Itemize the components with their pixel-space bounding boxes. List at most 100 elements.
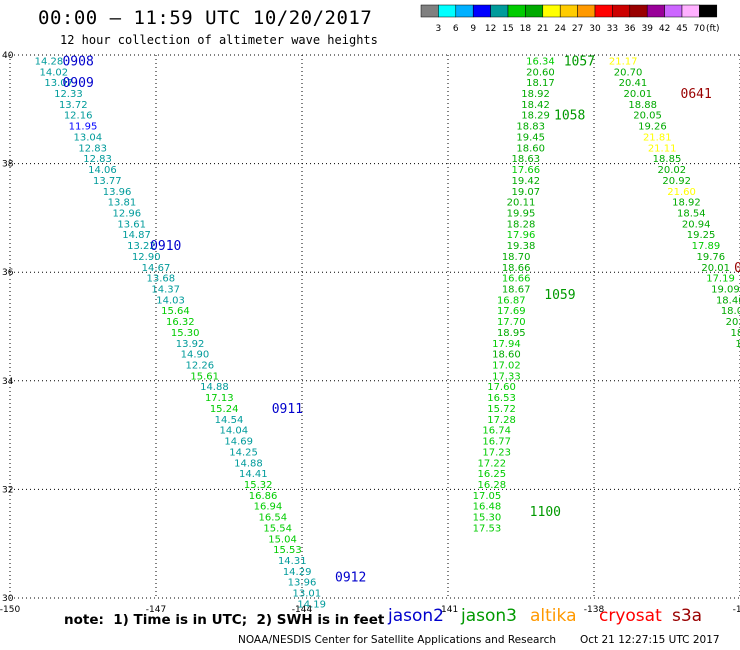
swh-point: 17.02 (492, 361, 521, 372)
swh-point: 18.92 (521, 89, 550, 100)
swh-point: 18.28 (507, 219, 536, 230)
swh-point: 13.01 (293, 589, 322, 600)
swh-point: 20.60 (526, 67, 555, 78)
chart-title: 00:00 – 11:59 UTC 10/20/2017 (38, 7, 373, 29)
colorbar-swatch (559, 4, 578, 18)
swh-point: 16.86 (249, 491, 278, 502)
colorbar-label: 30 (589, 24, 601, 34)
swh-point: 13.96 (288, 578, 317, 589)
y-tick-label: 38 (2, 160, 14, 170)
time-label: 1059 (544, 288, 575, 303)
mission-legend-altika: altika (530, 606, 577, 626)
swh-point: 17.53 (473, 523, 502, 534)
swh-point: 18.54 (677, 208, 706, 219)
swh-point: 14.02 (39, 67, 68, 78)
swh-point: 15.53 (273, 545, 302, 556)
swh-point: 18.42 (521, 100, 550, 111)
x-tick-label: -150 (0, 605, 20, 615)
colorbar-label: 33 (607, 24, 618, 34)
swh-point: 20.01 (623, 89, 652, 100)
swh-point: 19.25 (687, 230, 716, 241)
mission-legend-jason3: jason3 (461, 606, 517, 626)
colorbar-swatch (438, 4, 457, 18)
swh-point: 16.94 (254, 502, 283, 513)
swh-point: 18.88 (628, 100, 657, 111)
x-tick-label: -138 (584, 605, 605, 615)
footer-timestamp: Oct 21 12:27:15 UTC 2017 (580, 634, 720, 646)
colorbar-unit: (ft) (706, 24, 720, 34)
swh-point: 17.66 (512, 165, 541, 176)
swh-point: 18.29 (521, 111, 550, 122)
swh-point: 17.33 (492, 371, 521, 382)
swh-point: 17.19 (706, 274, 735, 285)
swh-point: 18.92 (672, 198, 701, 209)
swh-point: 17.05 (473, 491, 502, 502)
colorbar-label: 42 (659, 24, 670, 34)
colorbar-label: 3 (436, 24, 442, 34)
swh-point: 16.74 (482, 426, 511, 437)
swh-point: 14.28 (35, 56, 64, 67)
swh-point: 16.34 (526, 56, 555, 67)
swh-point: 13.72 (59, 100, 88, 111)
colorbar-swatch (594, 4, 613, 18)
swh-point: 20.02 (658, 165, 687, 176)
swh-point: 13.61 (117, 219, 146, 230)
swh-point: 15.64 (161, 306, 190, 317)
time-label: 1058 (554, 109, 585, 124)
swh-point: 18.17 (526, 78, 555, 89)
swh-point: 18.66 (502, 263, 531, 274)
x-tick-label: -147 (146, 605, 166, 615)
x-tick-label: -13 (733, 605, 740, 615)
time-label: 0910 (150, 239, 181, 254)
colorbar-swatch (577, 4, 596, 18)
swh-point: 13.81 (108, 198, 137, 209)
swh-point: 19.42 (512, 176, 541, 187)
swh-point: 15.32 (244, 480, 273, 491)
swh-point: 14.54 (215, 415, 244, 426)
swh-point: 21.17 (609, 56, 638, 67)
swh-point: 19.38 (507, 241, 536, 252)
swh-point: 20.11 (507, 198, 536, 209)
swh-point: 14.31 (278, 556, 307, 567)
swh-point: 18.34 (731, 328, 740, 339)
colorbar-swatch (490, 4, 509, 18)
swh-point: 14.19 (297, 599, 326, 610)
colorbar-label: 15 (502, 24, 513, 34)
swh-point: 20.01 (701, 263, 730, 274)
colorbar-label: 36 (624, 24, 636, 34)
mission-legend-jason2: jason2 (388, 606, 444, 626)
colorbar-label: 27 (572, 24, 583, 34)
swh-point: 19.07 (512, 187, 541, 198)
swh-point: 19.45 (516, 132, 545, 143)
swh-point: 17.22 (477, 458, 506, 469)
swh-point: 20.13 (726, 317, 740, 328)
y-tick-label: 30 (2, 594, 14, 604)
colorbar-label: 45 (676, 24, 687, 34)
swh-point: 18.02 (721, 306, 740, 317)
colorbar-label: 12 (485, 24, 496, 34)
colorbar-label: 9 (470, 24, 476, 34)
y-tick-label: 34 (2, 377, 14, 387)
swh-point: 18.85 (653, 154, 682, 165)
swh-point: 15.30 (473, 513, 502, 524)
swh-point: 16.28 (477, 480, 506, 491)
swh-point: 12.83 (83, 154, 112, 165)
time-label: 0640 (734, 261, 740, 276)
swh-point: 18.70 (502, 252, 531, 263)
colorbar-swatch (612, 4, 631, 18)
swh-point: 12.16 (64, 111, 93, 122)
time-label: 1057 (564, 54, 595, 69)
time-label: 0912 (335, 570, 366, 585)
swh-point: 17.28 (487, 415, 516, 426)
colorbar-label: 21 (537, 24, 548, 34)
y-tick-label: 40 (2, 51, 14, 61)
swh-point: 18.60 (492, 350, 521, 361)
swh-point: 20.94 (682, 219, 711, 230)
swh-point: 15.04 (268, 534, 297, 545)
swh-point: 16.32 (166, 317, 195, 328)
swh-point: 19.09 (711, 284, 740, 295)
swh-point: 17.13 (205, 393, 234, 404)
swh-point: 16.54 (258, 513, 287, 524)
swh-point: 14.06 (88, 165, 117, 176)
